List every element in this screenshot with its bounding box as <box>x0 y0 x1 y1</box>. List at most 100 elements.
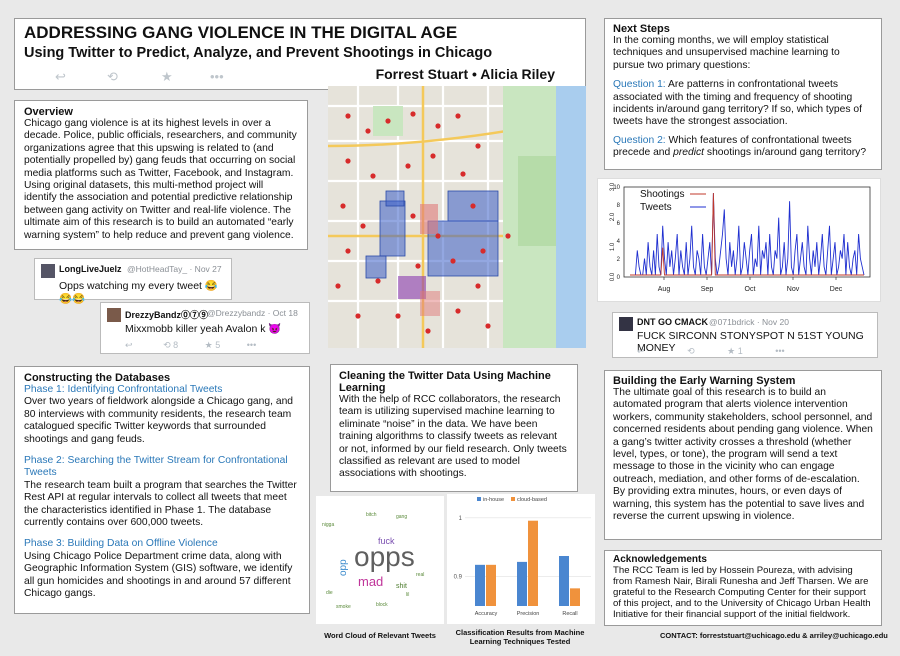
y-tick-label-right: 8 <box>617 203 621 209</box>
acknowledgements-heading: Acknowledgements <box>613 554 707 565</box>
phase-2-body: The research team built a program that s… <box>24 479 297 529</box>
plot-frame <box>623 186 871 278</box>
y-tick-label: 1 <box>459 516 463 522</box>
word-cloud: nigga gang die lil block smoke real bitc… <box>316 496 444 624</box>
question-1-label: Question 1: <box>613 79 666 91</box>
more-icon[interactable]: ••• <box>775 346 785 356</box>
like-count: 5 <box>215 340 221 350</box>
bar-cloud-based <box>528 520 538 606</box>
phase-1-title: Phase 1: Identifying Confrontational Twe… <box>24 384 223 395</box>
y-tick-label: 0.9 <box>454 575 463 581</box>
y-tick-label-left: 2.0 <box>610 212 616 221</box>
question-1-text: Are patterns in confrontational tweets a… <box>613 79 862 128</box>
map-graphic <box>328 86 586 348</box>
tweet-1-name: LongLiveJuelz <box>59 264 122 274</box>
word-cloud-word: real <box>416 572 424 578</box>
y-tick-label-right: 2 <box>617 257 621 263</box>
next-steps-panel: Next Steps In the coming months, we will… <box>604 18 882 170</box>
word-cloud-graphic: nigga gang die lil block smoke real bitc… <box>322 512 424 610</box>
x-tick-label: Accuracy <box>475 611 498 617</box>
question-2-label: Question 2: <box>613 134 666 146</box>
tweet-3-handle: @071bdrick · Nov 20 <box>709 317 789 327</box>
phase-2-title: Phase 2: Searching the Twitter Stream fo… <box>24 455 288 479</box>
legend-label: in-house <box>483 497 504 503</box>
tweet-3-name: DNT GO CMACK <box>637 317 708 327</box>
question-2-emphasis: predict <box>673 147 705 159</box>
y-tick-label-right: 4 <box>617 239 621 245</box>
shootings-tweets-chart-panel: 0.0 1.0 2.0 3.0 0 2 4 6 8 10 Aug Sep Oct Nov Dec Shooti… <box>597 178 881 302</box>
word-cloud-word: mad <box>358 574 383 589</box>
word-cloud-word: bitch <box>366 512 377 518</box>
early-warning-panel: Building the Early Warning System The ul… <box>604 370 882 540</box>
like-star-icon[interactable]: ★ <box>204 340 213 350</box>
legend-swatch <box>511 497 515 501</box>
y-tick-label-right: 6 <box>617 221 621 227</box>
bar-in-house <box>517 561 527 606</box>
y-tick-label-right: 0 <box>617 275 621 281</box>
early-warning-heading: Building the Early Warning System <box>613 375 796 387</box>
tweet-2-handle: @Drezzybandz · Oct 18 <box>207 308 298 318</box>
reply-icon[interactable]: ↩ <box>125 340 133 350</box>
bar-in-house <box>475 564 485 606</box>
tweet-1-handle: @HotHeadTay_ · Nov 27 <box>127 264 222 274</box>
retweet-icon[interactable]: ⟲ <box>163 340 171 350</box>
constructing-heading: Constructing the Databases <box>24 372 171 384</box>
retweet-icon[interactable]: ⟲ <box>107 69 118 84</box>
word-cloud-word: opps <box>354 541 415 572</box>
reply-icon[interactable]: ↩ <box>55 69 66 84</box>
like-star-icon[interactable]: ★ <box>161 69 173 84</box>
cleaning-body: With the help of RCC collaborators, the … <box>339 394 567 480</box>
word-cloud-word: smoke <box>336 604 351 610</box>
tweet-card-2: DrezzyBandz⓪⑦⑨ @Drezzybandz · Oct 18 Mix… <box>100 302 310 354</box>
word-cloud-word: fuck <box>378 536 395 546</box>
tweet-2-actions: ↩ ⟲ 8 ★ 5 ••• <box>125 340 295 351</box>
retweet-icon[interactable]: ⟲ <box>687 346 695 356</box>
word-cloud-word: die <box>326 590 333 596</box>
x-tick-label: Sep <box>701 286 714 293</box>
overview-heading: Overview <box>24 106 73 118</box>
bar-cloud-based <box>570 588 580 606</box>
more-icon[interactable]: ••• <box>210 69 224 84</box>
avatar <box>41 264 55 278</box>
tweet-2-name: DrezzyBandz⓪⑦⑨ <box>125 310 209 320</box>
header-tweet-actions: ↩ ⟲ ★ ••• <box>55 69 255 87</box>
word-cloud-word: nigga <box>322 522 334 528</box>
next-steps-heading: Next Steps <box>613 23 670 35</box>
legend-label: Shootings <box>640 189 684 200</box>
x-tick-label: Aug <box>658 286 671 293</box>
y-tick-label-right: 10 <box>613 185 620 191</box>
word-cloud-word: opp <box>338 559 349 576</box>
phase-3-title: Phase 3: Building Data on Offline Violen… <box>24 538 218 550</box>
tweet-3-text: FUCK SIRCONN STONYSPOT N 51ST YOUNG MONE… <box>637 330 864 354</box>
poster-subtitle: Using Twitter to Predict, Analyze, and P… <box>24 45 493 61</box>
more-icon[interactable]: ••• <box>246 340 257 350</box>
avatar <box>107 308 121 322</box>
gang-territory-map <box>328 86 586 348</box>
classification-caption: Classification Results from Machine Lear… <box>455 628 585 646</box>
header-panel: ADDRESSING GANG VIOLENCE IN THE DIGITAL … <box>14 18 586 90</box>
like-star-icon[interactable]: ★ <box>727 346 736 356</box>
shootings-series-line <box>630 192 864 276</box>
bar-cloud-based <box>486 564 496 606</box>
tweet-3-actions: ↩ ⟲ ★ 1 ••• <box>637 346 837 357</box>
acknowledgements-body: The RCC Team is led by Hossein Poureza, … <box>613 565 871 620</box>
x-tick-label: Precision <box>517 611 540 617</box>
classification-chart-panel: 0.9 1 in-house cloud-based Accuracy Precision… <box>447 494 595 624</box>
x-tick-label: Oct <box>745 286 756 293</box>
like-count: 1 <box>737 346 743 356</box>
reply-icon[interactable]: ↩ <box>637 346 645 356</box>
tweet-2-text: Mixxmobb killer yeah Avalon k 😈 <box>125 323 282 335</box>
y-tick-label-left: 1.0 <box>610 242 616 251</box>
word-cloud-word: gang <box>396 514 407 520</box>
tweet-card-1: LongLiveJuelz @HotHeadTay_ · Nov 27 Opps… <box>34 258 232 305</box>
x-tick-label: Recall <box>562 611 577 617</box>
word-cloud-word: shit <box>396 583 407 590</box>
early-warning-body: The ultimate goal of this research is to… <box>613 387 873 523</box>
x-tick-label: Nov <box>787 286 800 293</box>
overview-body: Chicago gang violence is at its highest … <box>24 118 297 241</box>
bar-in-house <box>559 556 569 606</box>
line-chart: 0.0 1.0 2.0 3.0 0 2 4 6 8 10 Aug Sep Oct Nov Dec Shooti… <box>610 182 871 293</box>
bar-chart: 0.9 1 in-house cloud-based Accuracy Precision… <box>454 497 591 617</box>
cleaning-panel: Cleaning the Twitter Data Using Machine … <box>330 364 578 492</box>
legend-label: cloud-based <box>517 497 547 503</box>
